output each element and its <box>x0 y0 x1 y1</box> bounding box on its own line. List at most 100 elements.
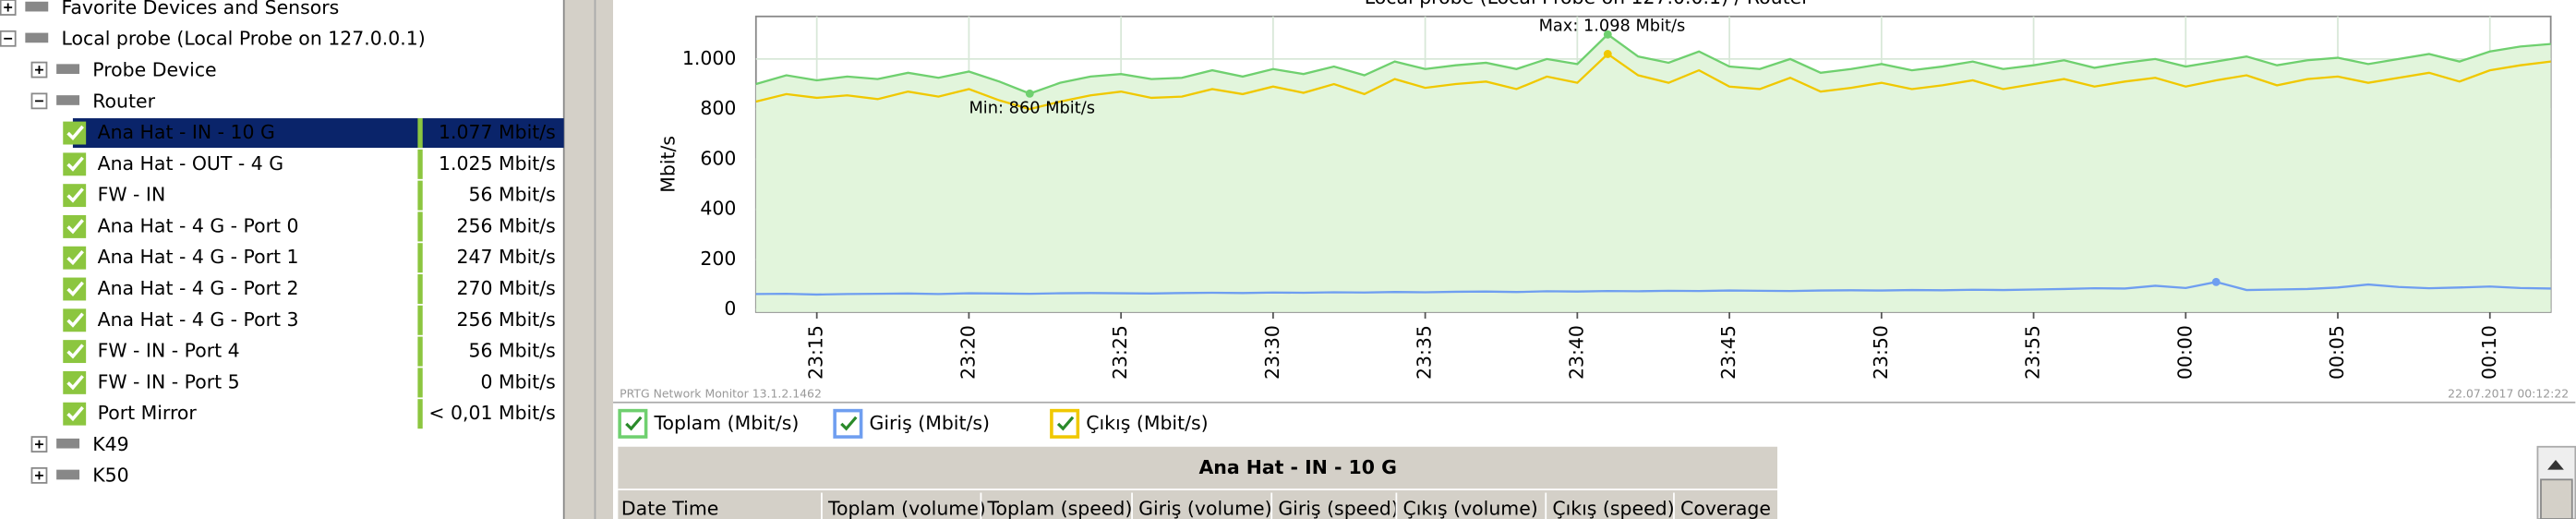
node-icon <box>56 469 80 480</box>
tree-value: 56 Mbit/s <box>468 340 555 362</box>
x-tick-label: 00:00 <box>2173 325 2196 380</box>
x-tick-label: 00:05 <box>2326 325 2348 380</box>
status-bar <box>417 118 423 149</box>
y-tick-label: 400 <box>700 198 736 220</box>
status-bar <box>417 211 423 242</box>
max-dot <box>1603 30 1612 39</box>
expander-sign <box>35 471 43 480</box>
checkbox[interactable] <box>63 214 87 238</box>
tree-label[interactable]: Port Mirror <box>98 402 198 424</box>
check <box>1056 416 1075 431</box>
column-header[interactable]: Çıkış (volume) <box>1402 497 1537 519</box>
series-line <box>755 52 2551 111</box>
legend-checkbox[interactable] <box>618 408 648 439</box>
max-dot <box>1603 50 1612 58</box>
checkbox[interactable] <box>63 152 87 176</box>
tree-label[interactable]: Router <box>92 90 155 112</box>
check <box>66 125 84 141</box>
y-tick-label: 1.000 <box>682 47 737 69</box>
tree-label[interactable]: Ana Hat - 4 G - Port 1 <box>98 246 299 268</box>
column-header[interactable]: Coverage <box>1680 497 1771 519</box>
x-tick-label: 23:25 <box>1109 325 1131 380</box>
tree-label[interactable]: FW - IN - Port 4 <box>98 340 240 362</box>
tree-label[interactable]: FW - IN - Port 5 <box>98 370 240 392</box>
checkbox[interactable] <box>63 402 87 426</box>
checkbox[interactable] <box>63 340 87 364</box>
scroll-thumb[interactable] <box>2540 478 2573 519</box>
check <box>66 344 84 359</box>
expander-sign <box>4 3 13 12</box>
tree-value: 256 Mbit/s <box>456 214 555 236</box>
status-bar <box>417 399 423 429</box>
tree-label[interactable]: Local probe (Local Probe on 127.0.0.1) <box>61 28 425 50</box>
tree-label[interactable]: FW - IN <box>98 184 166 206</box>
scroll-up[interactable] <box>2547 459 2564 470</box>
max-dot <box>2211 277 2221 286</box>
column-header[interactable]: Date Time <box>621 497 718 519</box>
legend-checkbox[interactable] <box>833 408 863 439</box>
status-bar <box>417 243 423 273</box>
checkbox[interactable] <box>63 277 87 301</box>
tree-label[interactable]: Ana Hat - 4 G - Port 3 <box>98 308 299 331</box>
annotation: Min: 860 Mbit/s <box>969 98 1094 117</box>
y-tick-label: 0 <box>724 297 736 320</box>
selected-row <box>72 118 564 149</box>
check <box>66 405 84 422</box>
column-header[interactable]: Giriş (speed) <box>1278 497 1398 519</box>
legend-label[interactable]: Çıkış (Mbit/s) <box>1086 412 1208 434</box>
tree-label[interactable]: K50 <box>92 465 128 487</box>
status-bar <box>417 274 423 305</box>
tree-value: 1.077 Mbit/s <box>439 121 556 143</box>
annotation: Max: 1.098 Mbit/s <box>1539 16 1686 35</box>
y-axis-label: Mbit/s <box>657 136 680 193</box>
tree-label[interactable]: Ana Hat - OUT - 4 G <box>98 152 283 175</box>
checkbox[interactable] <box>63 121 87 145</box>
column-header[interactable]: Giriş (volume) <box>1138 497 1271 519</box>
node-icon <box>25 1 49 12</box>
tree-value: 256 Mbit/s <box>456 308 555 331</box>
node-icon <box>56 95 80 105</box>
legend-label[interactable]: Toplam (Mbit/s) <box>654 412 800 434</box>
x-tick-label: 23:45 <box>1717 325 1739 380</box>
table-header-bg <box>618 446 1777 519</box>
table-title: Ana Hat - IN - 10 G <box>1198 456 1396 478</box>
splitter[interactable] <box>563 0 614 519</box>
footer-left: PRTG Network Monitor 13.1.2.1462 <box>620 386 822 400</box>
series-line <box>755 32 2551 95</box>
tree-value: 247 Mbit/s <box>456 246 555 268</box>
node-icon <box>56 64 80 75</box>
tree-label[interactable]: Ana Hat - 4 G - Port 2 <box>98 277 299 299</box>
tree-label[interactable]: K49 <box>92 433 128 455</box>
tree-label[interactable]: Favorite Devices and Sensors <box>61 0 339 18</box>
tree-label[interactable]: Probe Device <box>92 58 216 80</box>
legend-checkbox[interactable] <box>1050 408 1080 439</box>
x-tick-label: 23:30 <box>1261 325 1283 380</box>
column-header[interactable]: Çıkış (speed) <box>1552 497 1674 519</box>
y-tick-label: 800 <box>700 97 736 119</box>
status-bar <box>417 336 423 367</box>
checkbox[interactable] <box>63 370 87 394</box>
check <box>66 375 84 391</box>
x-tick-label: 00:10 <box>2478 325 2500 380</box>
footer-right: 22.07.2017 00:12:22 <box>2448 386 2569 400</box>
column-header[interactable]: Toplam (volume) <box>827 497 986 519</box>
area <box>755 34 2551 312</box>
check <box>840 416 858 431</box>
chart-title: Local probe (Local Probe on 127.0.0.1) /… <box>1365 0 1810 8</box>
tree-value: 56 Mbit/s <box>468 184 555 206</box>
legend-label[interactable]: Giriş (Mbit/s) <box>869 412 990 434</box>
checkbox[interactable] <box>63 184 87 208</box>
status-bar <box>417 149 423 179</box>
x-tick-label: 23:55 <box>2022 325 2044 380</box>
x-tick-label: 23:50 <box>1870 325 1892 380</box>
tree-label[interactable]: Ana Hat - 4 G - Port 0 <box>98 214 299 236</box>
check <box>66 219 84 235</box>
series-line <box>755 281 2551 296</box>
tree-label[interactable]: Ana Hat - IN - 10 G <box>98 121 275 143</box>
checkbox[interactable] <box>63 308 87 332</box>
checkbox[interactable] <box>63 246 87 270</box>
check <box>66 312 84 328</box>
column-header[interactable]: Toplam (speed) <box>987 497 1133 519</box>
